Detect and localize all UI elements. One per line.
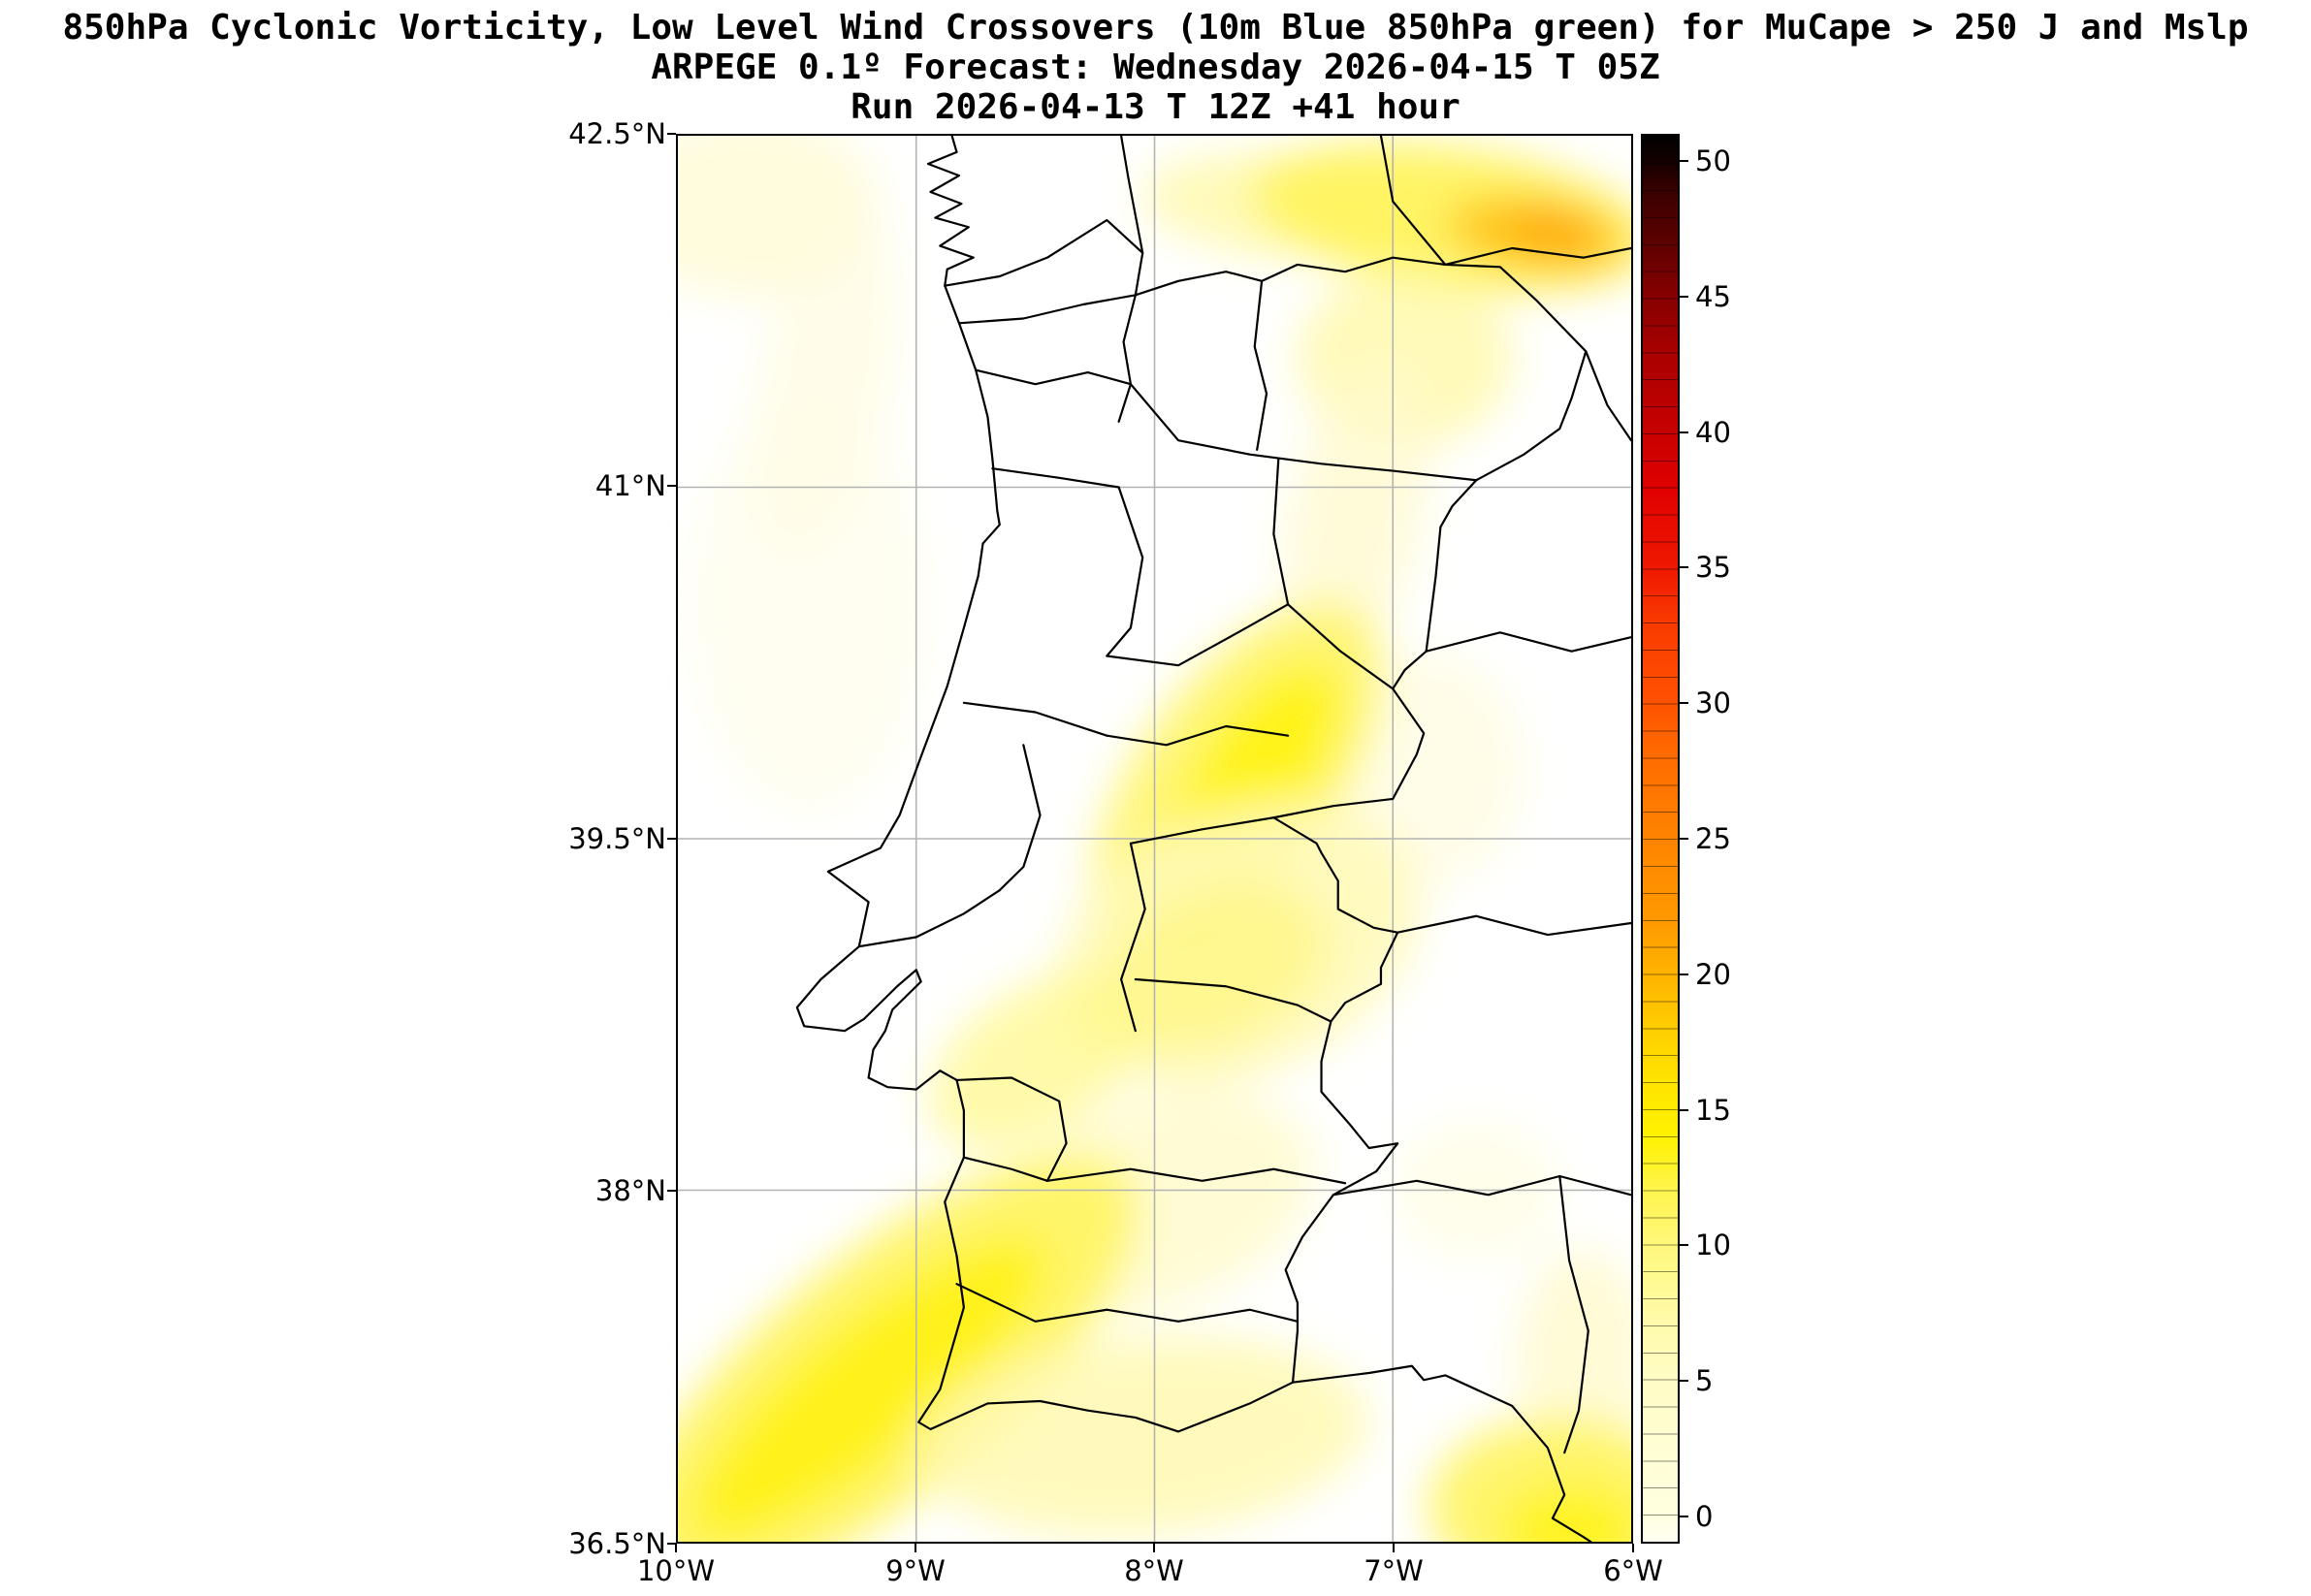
y-tick-label-41n: 41°N xyxy=(594,469,666,502)
x-tick-label-8w: 8°W xyxy=(1124,1554,1184,1587)
colorbar-label-50: 50 xyxy=(1695,144,1731,177)
x-tick-label-10w: 10°W xyxy=(636,1554,716,1587)
colorbar-label-5: 5 xyxy=(1695,1364,1714,1397)
vorticity-contour-field xyxy=(678,136,1631,1542)
y-tick-mark xyxy=(667,1543,676,1545)
map-svg xyxy=(678,136,1631,1542)
x-tick-mark xyxy=(1153,1544,1155,1552)
chart-title: 850hPa Cyclonic Vorticity, Low Level Win… xyxy=(62,8,2249,48)
x-tick-label-6w: 6°W xyxy=(1603,1554,1663,1587)
y-tick-label-42-5n: 42.5°N xyxy=(568,117,666,150)
portugal-spain-border xyxy=(944,218,1588,1384)
spain-province-boundaries xyxy=(1119,136,1631,1454)
colorbar-tick-mark xyxy=(1680,702,1688,704)
y-tick-mark xyxy=(667,838,676,840)
colorbar-tick-mark xyxy=(1680,1380,1688,1382)
colorbar-label-25: 25 xyxy=(1695,822,1731,855)
y-tick-label-36-5n: 36.5°N xyxy=(568,1527,666,1560)
chart-subtitle-forecast: ARPEGE 0.1º Forecast: Wednesday 2026-04-… xyxy=(651,48,1660,87)
colorbar-tick-mark xyxy=(1680,838,1688,840)
colorbar xyxy=(1641,134,1680,1544)
colorbar-tick-mark xyxy=(1680,566,1688,568)
colorbar-label-20: 20 xyxy=(1695,958,1731,991)
x-tick-mark xyxy=(1632,1544,1634,1552)
colorbar-tick-mark xyxy=(1680,974,1688,975)
chart-run-info: Run 2026-04-13 T 12Z +41 hour xyxy=(851,87,1460,127)
graticule-gridlines xyxy=(678,136,1631,1542)
y-tick-mark xyxy=(667,1190,676,1192)
y-tick-mark xyxy=(667,485,676,487)
x-tick-label-9w: 9°W xyxy=(885,1554,946,1587)
colorbar-tick-mark xyxy=(1680,431,1688,433)
portugal-district-boundaries xyxy=(857,279,1478,1323)
x-tick-mark xyxy=(1393,1544,1395,1552)
y-tick-label-38n: 38°N xyxy=(594,1174,666,1207)
coastline xyxy=(795,136,1592,1542)
colorbar-tick-mark xyxy=(1680,160,1688,162)
y-tick-mark xyxy=(667,133,676,135)
colorbar-tick-mark xyxy=(1680,1109,1688,1111)
colorbar-tick-mark xyxy=(1680,1244,1688,1246)
x-tick-label-7w: 7°W xyxy=(1364,1554,1424,1587)
colorbar-label-0: 0 xyxy=(1695,1500,1714,1533)
colorbar-label-40: 40 xyxy=(1695,416,1731,449)
colorbar-tick-mark xyxy=(1680,296,1688,298)
map-plot-area xyxy=(676,134,1633,1544)
x-tick-mark xyxy=(675,1544,677,1552)
colorbar-label-35: 35 xyxy=(1695,551,1731,584)
x-tick-mark xyxy=(915,1544,916,1552)
colorbar-label-45: 45 xyxy=(1695,280,1731,313)
y-tick-label-39-5n: 39.5°N xyxy=(568,822,666,855)
colorbar-label-30: 30 xyxy=(1695,686,1731,719)
colorbar-label-10: 10 xyxy=(1695,1229,1731,1261)
colorbar-tick-mark xyxy=(1680,1516,1688,1517)
colorbar-label-15: 15 xyxy=(1695,1094,1731,1127)
